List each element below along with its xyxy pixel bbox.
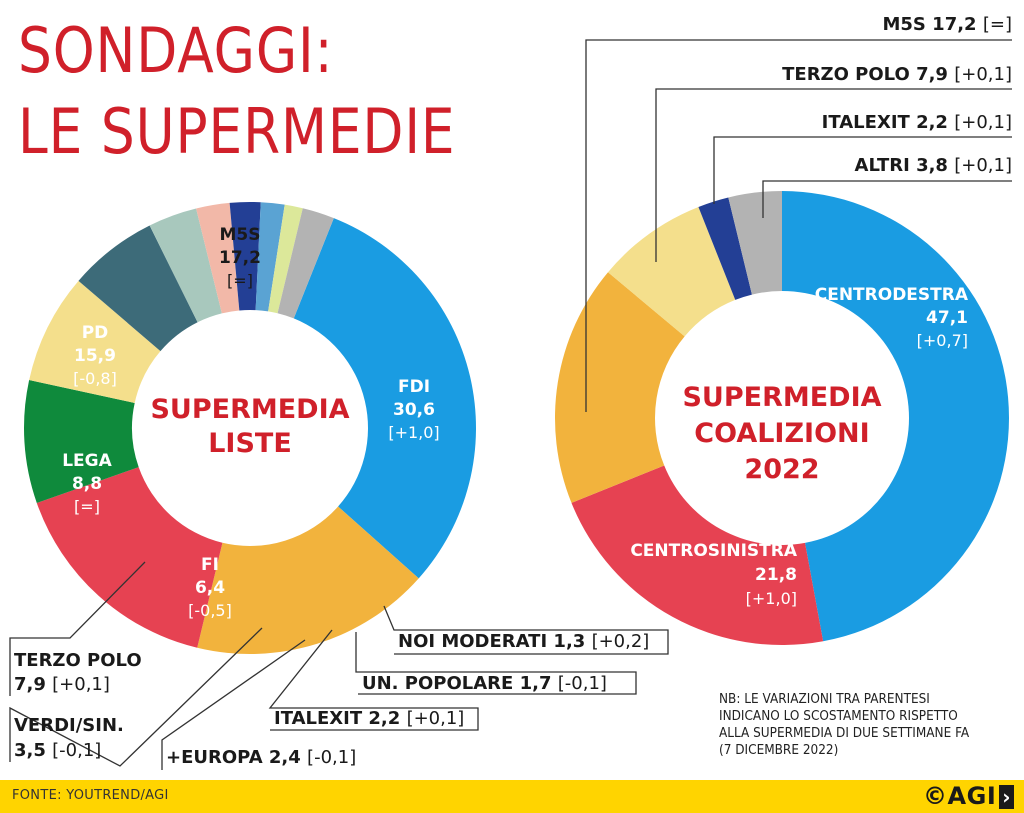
label-europa: +EUROPA 2,4 [-0,1] bbox=[166, 747, 356, 768]
chevron-right-icon: › bbox=[999, 785, 1014, 809]
label-centrosinistra-value: 21,8 bbox=[755, 565, 797, 585]
slice-terzo-polo bbox=[608, 206, 736, 337]
label-m5s-change: [=] bbox=[227, 271, 253, 290]
leader-coal-terzo-polo bbox=[655, 88, 1012, 262]
slice-italexit bbox=[698, 197, 752, 300]
slice-pd bbox=[36, 467, 223, 648]
leader-terzo-polo bbox=[9, 561, 146, 696]
label-fdi-name: FDI bbox=[398, 377, 430, 397]
leader-coal-m5s bbox=[585, 39, 1012, 412]
label-coal-altri-name: ALTRI 3,8 bbox=[855, 155, 955, 176]
label-centrodestra-name: CENTRODESTRA bbox=[815, 285, 969, 305]
center-coal-line2: COALIZIONI bbox=[694, 418, 869, 449]
label-fi-value: 6,4 bbox=[195, 578, 225, 598]
label-coal-terzo-polo-name: TERZO POLO 7,9 bbox=[782, 64, 954, 85]
label-fdi-change: [+1,0] bbox=[388, 423, 439, 442]
slice-terzo-polo bbox=[29, 280, 161, 403]
leader-europa bbox=[161, 639, 306, 770]
label-italexit-change: [+0,1] bbox=[407, 708, 465, 729]
label-lega-change: [=] bbox=[74, 497, 100, 516]
center-liste-line2: LISTE bbox=[208, 428, 292, 459]
label-fi-name: FI bbox=[201, 555, 219, 575]
slice-centrodestra bbox=[782, 191, 1009, 642]
label-coal-altri-change: [+0,1] bbox=[954, 155, 1012, 176]
slice-lega bbox=[24, 380, 139, 503]
slice-other bbox=[277, 208, 334, 319]
label-lega-name: LEGA bbox=[62, 451, 112, 471]
note: NB: LE VARIAZIONI TRA PARENTESI INDICANO… bbox=[719, 691, 988, 759]
label-terzo-polo-value: 7,9 [+0,1] bbox=[14, 674, 110, 695]
label-coal-altri: ALTRI 3,8 [+0,1] bbox=[855, 155, 1012, 176]
label-italexit-name: ITALEXIT 2,2 bbox=[274, 708, 407, 729]
leader-italexit bbox=[268, 629, 479, 731]
label-terzo-polo-name: TERZO POLO bbox=[14, 650, 142, 671]
label-europa-name: +EUROPA 2,4 bbox=[166, 747, 307, 768]
label-centrodestra-value: 47,1 bbox=[926, 308, 968, 328]
leader-verdi-sin bbox=[9, 627, 263, 767]
label-noi-moderati-change: [+0,2] bbox=[592, 631, 650, 652]
label-noi-moderati: NOI MODERATI 1,3 [+0,2] bbox=[398, 631, 649, 652]
title-line-1: SONDAGGI: bbox=[18, 14, 334, 87]
footer-bar: FONTE: YOUTREND/AGI ©AGI › bbox=[0, 780, 1024, 813]
label-m5s-name: M5S bbox=[220, 225, 261, 245]
note-line: (7 DICEMBRE 2022) bbox=[719, 743, 839, 758]
label-m5s-value: 17,2 bbox=[219, 248, 261, 268]
leader-noi-moderati bbox=[383, 605, 669, 655]
label-centrosinistra-change: [+1,0] bbox=[746, 589, 797, 608]
chart-labels: FDI 30,6 [+1,0] M5S 17,2 [=] PD 15,9 [-0,8] LEGA 8… bbox=[14, 14, 1012, 768]
center-liste-line1: SUPERMEDIA bbox=[150, 394, 349, 425]
label-noi-moderati-name: NOI MODERATI 1,3 bbox=[398, 631, 592, 652]
label-verdi-sin-name: VERDI/SIN. bbox=[14, 715, 124, 736]
label-pd-name: PD bbox=[82, 323, 109, 343]
slice-italexit bbox=[229, 202, 261, 311]
label-centrosinistra-name: CENTROSINISTRA bbox=[630, 541, 798, 561]
label-coal-italexit-change: [+0,1] bbox=[954, 112, 1012, 133]
slice-un-popolare bbox=[255, 202, 285, 312]
label-centrodestra-change: [+0,7] bbox=[917, 331, 968, 350]
label-un-popolare-name: UN. POPOLARE 1,7 bbox=[362, 673, 558, 694]
note-line: INDICANO LO SCOSTAMENTO RISPETTO bbox=[719, 709, 958, 724]
leader-coal-altri bbox=[762, 180, 1012, 218]
label-verdi-sin-value: 3,5 [-0,1] bbox=[14, 740, 101, 761]
label-coal-terzo-polo-change: [+0,1] bbox=[954, 64, 1012, 85]
slice-europa bbox=[196, 202, 240, 314]
logo-text: ©AGI bbox=[923, 782, 997, 810]
slice-fi bbox=[78, 225, 198, 352]
center-coal-line1: SUPERMEDIA bbox=[682, 382, 881, 413]
label-un-popolare-change: [-0,1] bbox=[558, 673, 607, 694]
leader-lines bbox=[9, 39, 1012, 770]
label-coal-italexit-name: ITALEXIT 2,2 bbox=[822, 112, 955, 133]
note-line: NB: LE VARIAZIONI TRA PARENTESI bbox=[719, 692, 930, 707]
label-coal-m5s-change: [=] bbox=[983, 14, 1012, 35]
leader-un-popolare bbox=[355, 632, 637, 695]
chart-liste bbox=[24, 202, 476, 654]
label-coal-m5s: M5S 17,2 [=] bbox=[883, 14, 1013, 35]
center-coal-line3: 2022 bbox=[744, 454, 819, 485]
label-un-popolare: UN. POPOLARE 1,7 [-0,1] bbox=[362, 673, 607, 694]
label-italexit: ITALEXIT 2,2 [+0,1] bbox=[274, 708, 464, 729]
label-pd-change: [-0,8] bbox=[73, 369, 117, 388]
slice-m5s bbox=[555, 272, 685, 503]
source-text: FONTE: YOUTREND/AGI bbox=[12, 788, 169, 803]
label-pd-value: 15,9 bbox=[74, 346, 116, 366]
slice-noi-moderati bbox=[268, 204, 303, 314]
label-fdi-value: 30,6 bbox=[393, 400, 435, 420]
slice-altri bbox=[728, 191, 782, 295]
slice-verdi-sin bbox=[149, 208, 222, 323]
leader-coal-italexit bbox=[713, 136, 1012, 204]
label-coal-m5s-name: M5S 17,2 bbox=[883, 14, 983, 35]
label-fi-change: [-0,5] bbox=[188, 601, 232, 620]
label-coal-terzo-polo: TERZO POLO 7,9 [+0,1] bbox=[782, 64, 1012, 85]
note-line: ALLA SUPERMEDIA DI DUE SETTIMANE FA bbox=[719, 726, 970, 741]
slice-m5s bbox=[197, 506, 419, 654]
slice-fdi bbox=[293, 218, 476, 579]
agi-logo: ©AGI › bbox=[923, 782, 1014, 810]
label-lega-value: 8,8 bbox=[72, 474, 102, 494]
label-coal-italexit: ITALEXIT 2,2 [+0,1] bbox=[822, 112, 1012, 133]
slice-centrosinistra bbox=[571, 465, 824, 645]
chart-coalizioni bbox=[555, 191, 1009, 645]
title-line-2: LE SUPERMEDIE bbox=[18, 95, 456, 168]
label-europa-change: [-0,1] bbox=[307, 747, 356, 768]
